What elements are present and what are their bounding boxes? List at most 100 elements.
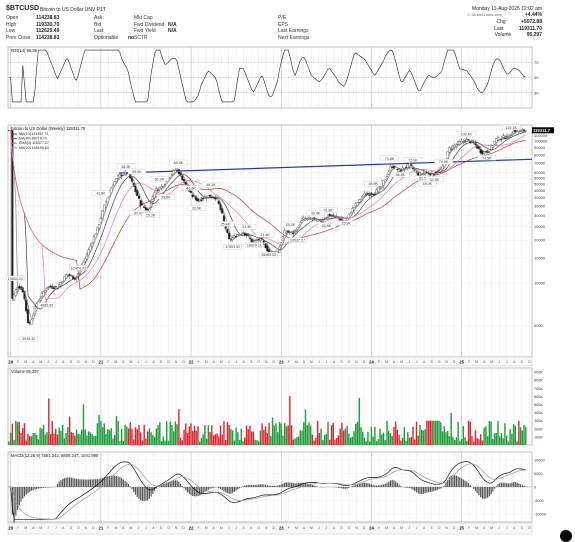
price-label: 31.8K	[323, 209, 333, 213]
price-label-box	[391, 172, 410, 178]
macd-histogram-bar	[192, 487, 194, 497]
x-month-label: D	[453, 360, 456, 364]
volume-bar	[493, 433, 496, 445]
macd-histogram-bar	[176, 480, 178, 487]
price-label: 53.5K	[419, 177, 429, 181]
volume-bar	[176, 424, 178, 445]
quote-field-prev-close: Prev Close 114238.83	[6, 35, 59, 42]
volume-bar	[223, 421, 225, 445]
volume-bar	[443, 426, 445, 445]
price-label: 18010.11	[247, 244, 262, 248]
quote-field-label: Chg	[496, 19, 507, 25]
volume-bar	[252, 431, 255, 445]
volume-bar	[427, 420, 430, 445]
ticker-symbol[interactable]: $BTCUSD	[6, 5, 40, 12]
macd-histogram-bar	[162, 484, 164, 487]
volume-tick-label: 200K	[534, 427, 543, 431]
macd-histogram-bar	[454, 475, 456, 487]
price-panel-frame	[7, 124, 533, 358]
volume-bar	[382, 432, 385, 445]
price-candle	[82, 262, 85, 266]
price-label: 25.8K	[342, 222, 352, 226]
price-candle	[385, 176, 389, 179]
x-month-label: N	[85, 360, 88, 364]
macd-histogram-bar	[108, 476, 111, 487]
volume-bar	[329, 439, 331, 445]
x-month-label: A	[243, 360, 246, 364]
macd-histogram-bar	[500, 482, 503, 487]
price-candle	[481, 150, 484, 155]
macd-histogram-bar	[91, 479, 93, 487]
volume-bar	[460, 439, 463, 445]
volume-bar	[249, 425, 251, 445]
volume-bar	[155, 428, 158, 445]
volume-bar	[400, 440, 402, 445]
macd-histogram-bar	[84, 479, 86, 487]
macd-histogram-bar	[127, 483, 130, 487]
macd-histogram-bar	[212, 487, 215, 488]
price-candle	[427, 173, 430, 175]
price-candle	[300, 218, 304, 221]
macd-histogram-bar	[473, 487, 475, 489]
price-candle	[389, 166, 392, 171]
volume-bar	[495, 433, 497, 445]
macd-histogram-bar	[121, 478, 123, 487]
price-label: 52.9K	[155, 177, 165, 181]
volume-bar	[84, 429, 86, 445]
x-month-label: S	[250, 526, 253, 530]
macd-histogram-bar	[195, 487, 197, 497]
macd-histogram-bar	[259, 484, 261, 487]
x-year-label: 22	[189, 360, 194, 365]
volume-bar	[299, 430, 301, 445]
volume-bar	[485, 426, 487, 445]
macd-histogram-bar	[237, 487, 239, 490]
macd-histogram-bar	[252, 485, 255, 487]
x-month-label: D	[453, 526, 456, 530]
volume-bar	[48, 398, 50, 445]
volume-bar	[162, 436, 164, 445]
macd-histogram-bar	[358, 483, 360, 487]
macd-histogram-bar	[296, 483, 298, 487]
price-candle	[450, 148, 453, 150]
price-label-box	[181, 185, 201, 191]
macd-histogram-bar	[277, 485, 279, 487]
price-candle	[30, 319, 33, 325]
volume-bar	[200, 438, 203, 445]
volume-bar	[122, 441, 125, 445]
price-candle	[92, 236, 95, 243]
price-candle	[101, 210, 104, 219]
macd-histogram-bar	[483, 487, 485, 499]
x-month-label: M	[295, 526, 298, 530]
macd-histogram-bar	[148, 487, 150, 499]
x-month-label: A	[212, 526, 215, 530]
volume-bar	[405, 441, 407, 445]
price-label-box	[19, 335, 38, 342]
quote-field-low: Low 112629.49	[6, 28, 59, 35]
volume-bar	[325, 433, 327, 445]
macd-histogram-bar	[495, 485, 497, 487]
x-month-label: O	[257, 526, 260, 530]
macd-histogram-bar	[519, 484, 522, 487]
macd-histogram-bar	[20, 487, 22, 502]
macd-histogram-bar	[16, 487, 19, 510]
volume-bar	[240, 428, 243, 445]
price-candle	[89, 245, 92, 251]
macd-histogram-bar	[186, 487, 189, 493]
x-month-label: A	[513, 526, 516, 530]
quote-field-value: N/A	[168, 21, 177, 28]
volume-bar	[167, 440, 170, 445]
volume-bar	[195, 430, 197, 445]
volume-bar	[336, 437, 338, 445]
volume-bar	[447, 431, 449, 445]
macd-histogram-bar	[356, 484, 359, 487]
macd-histogram-bar	[341, 487, 343, 489]
macd-histogram-bar	[382, 484, 385, 487]
x-month-label: D	[363, 360, 366, 364]
volume-bar	[13, 439, 15, 445]
x-month-label: O	[438, 526, 441, 530]
macd-histogram-bar	[438, 487, 440, 490]
volume-bar	[23, 423, 26, 445]
macd-histogram-bar	[412, 487, 414, 490]
trendline	[118, 158, 533, 174]
macd-histogram-bar	[271, 485, 274, 487]
